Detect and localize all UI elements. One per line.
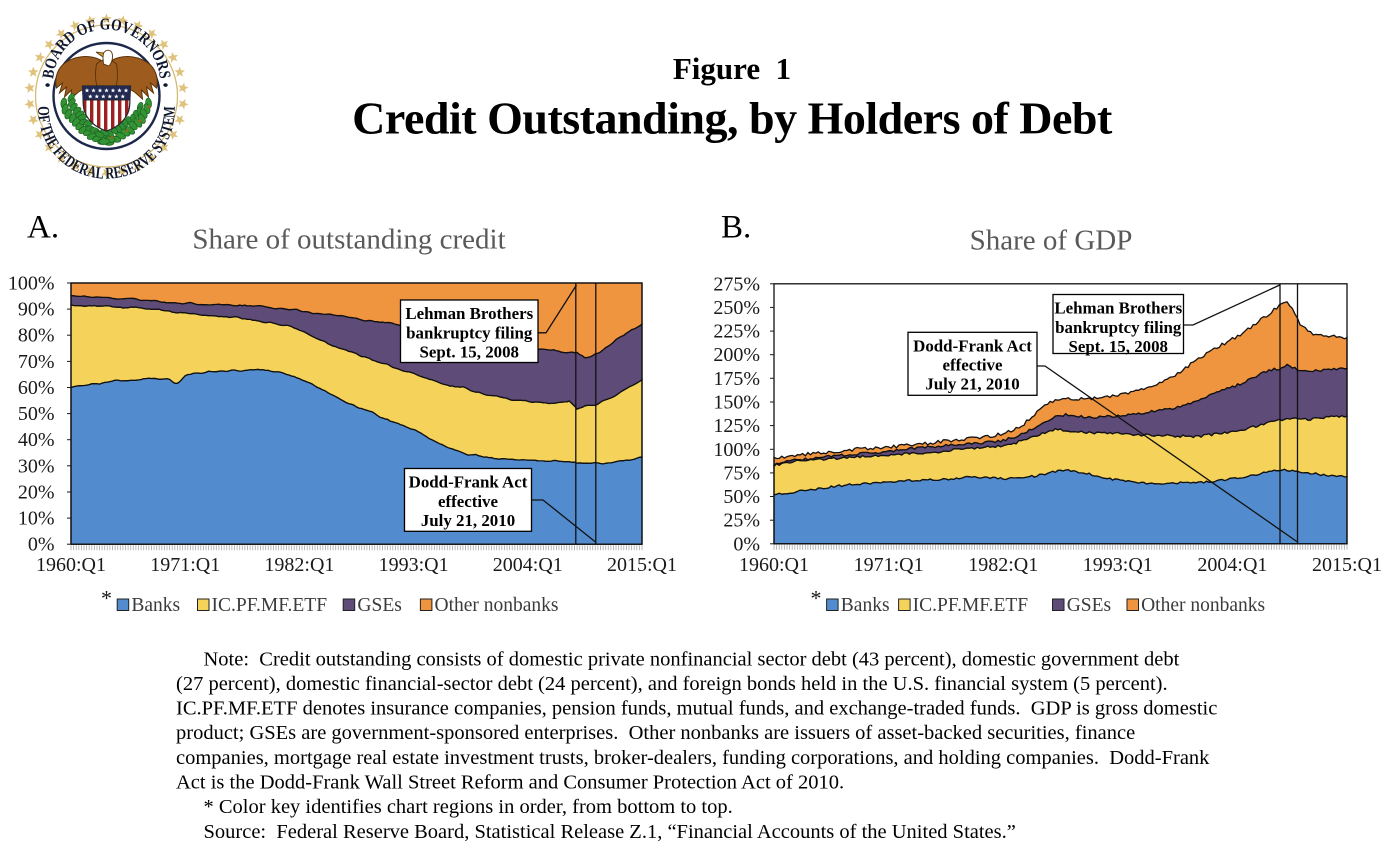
svg-text:80%: 80%: [18, 325, 55, 347]
svg-text:Lehman Brothers: Lehman Brothers: [405, 304, 533, 323]
svg-text:(27 percent), domestic financi: (27 percent), domestic financial-sector …: [176, 673, 1168, 695]
svg-text:Sept. 15, 2008: Sept. 15, 2008: [1069, 337, 1168, 356]
svg-text:2015:Q1: 2015:Q1: [1312, 554, 1382, 576]
svg-text:275%: 275%: [713, 273, 760, 295]
svg-text:10%: 10%: [18, 508, 55, 530]
svg-text:effective: effective: [943, 356, 1004, 375]
svg-text:A.: A.: [27, 210, 59, 246]
svg-text:50%: 50%: [18, 403, 55, 425]
svg-text:Share of GDP: Share of GDP: [970, 225, 1133, 257]
svg-text:Act is the Dodd-Frank Wall Str: Act is the Dodd-Frank Wall Street Reform…: [176, 772, 844, 794]
svg-text:250%: 250%: [713, 297, 760, 319]
svg-text:effective: effective: [438, 492, 499, 511]
svg-text:July 21, 2010: July 21, 2010: [421, 511, 515, 530]
svg-text:1982:Q1: 1982:Q1: [968, 554, 1038, 576]
svg-text:Note: Credit outstanding cons: Note: Credit outstanding consists of dom…: [204, 648, 1180, 670]
svg-text:*: *: [101, 586, 112, 611]
svg-text:2004:Q1: 2004:Q1: [493, 554, 563, 576]
svg-text:Dodd-Frank Act: Dodd-Frank Act: [913, 337, 1032, 356]
svg-text:75%: 75%: [723, 462, 760, 484]
svg-text:Figure 1: Figure 1: [673, 51, 791, 86]
svg-text:1971:Q1: 1971:Q1: [150, 554, 220, 576]
svg-text:*: *: [811, 586, 822, 611]
svg-text:Share of outstanding credit: Share of outstanding credit: [192, 224, 505, 256]
svg-text:July 21, 2010: July 21, 2010: [925, 375, 1019, 394]
svg-text:60%: 60%: [18, 377, 55, 399]
svg-text:1982:Q1: 1982:Q1: [264, 554, 334, 576]
svg-text:Sept. 15, 2008: Sept. 15, 2008: [420, 342, 519, 361]
svg-text:B.: B.: [721, 210, 751, 246]
svg-text:GSEs: GSEs: [357, 595, 401, 616]
svg-text:Banks: Banks: [131, 595, 180, 616]
svg-text:0%: 0%: [28, 534, 55, 556]
svg-text:30%: 30%: [18, 455, 55, 477]
svg-text:225%: 225%: [713, 321, 760, 343]
svg-text:1960:Q1: 1960:Q1: [739, 554, 809, 576]
svg-text:150%: 150%: [713, 392, 760, 414]
svg-text:Other nonbanks: Other nonbanks: [1141, 595, 1265, 616]
svg-text:2015:Q1: 2015:Q1: [607, 554, 677, 576]
svg-text:100%: 100%: [713, 439, 760, 461]
svg-text:1971:Q1: 1971:Q1: [854, 554, 924, 576]
svg-text:IC.PF.MF.ETF denotes insurance: IC.PF.MF.ETF denotes insurance companies…: [176, 698, 1217, 720]
svg-text:0%: 0%: [733, 533, 760, 555]
svg-text:90%: 90%: [18, 299, 55, 321]
svg-text:Banks: Banks: [841, 595, 890, 616]
svg-text:70%: 70%: [18, 351, 55, 373]
svg-text:50%: 50%: [723, 486, 760, 508]
svg-text:product; GSEs are government-s: product; GSEs are government-sponsored e…: [176, 722, 1135, 744]
svg-text:GSEs: GSEs: [1067, 595, 1111, 616]
svg-text:* Color key identifies chart r: * Color key identifies chart regions in …: [204, 796, 733, 818]
svg-text:bankruptcy filing: bankruptcy filing: [1055, 318, 1182, 337]
svg-text:IC.PF.MF.ETF: IC.PF.MF.ETF: [212, 595, 328, 616]
svg-text:100%: 100%: [8, 273, 55, 295]
svg-text:Credit Outstanding, by Holders: Credit Outstanding, by Holders of Debt: [352, 93, 1113, 144]
svg-text:20%: 20%: [18, 482, 55, 504]
svg-text:Dodd-Frank Act: Dodd-Frank Act: [409, 473, 528, 492]
svg-text:1960:Q1: 1960:Q1: [36, 554, 106, 576]
svg-text:1993:Q1: 1993:Q1: [379, 554, 449, 576]
svg-text:175%: 175%: [713, 368, 760, 390]
svg-text:1993:Q1: 1993:Q1: [1083, 554, 1153, 576]
svg-text:bankruptcy filing: bankruptcy filing: [406, 323, 533, 342]
svg-text:2004:Q1: 2004:Q1: [1197, 554, 1267, 576]
svg-text:Other nonbanks: Other nonbanks: [435, 595, 559, 616]
svg-text:200%: 200%: [713, 344, 760, 366]
svg-text:25%: 25%: [723, 510, 760, 532]
svg-text:40%: 40%: [18, 429, 55, 451]
svg-text:companies, mortgage real estat: companies, mortgage real estate investme…: [176, 747, 1210, 769]
svg-text:Source: Federal Reserve Board: Source: Federal Reserve Board, Statistic…: [204, 821, 1016, 843]
svg-text:Lehman Brothers: Lehman Brothers: [1054, 299, 1182, 318]
svg-text:IC.PF.MF.ETF: IC.PF.MF.ETF: [913, 595, 1029, 616]
svg-text:125%: 125%: [713, 415, 760, 437]
